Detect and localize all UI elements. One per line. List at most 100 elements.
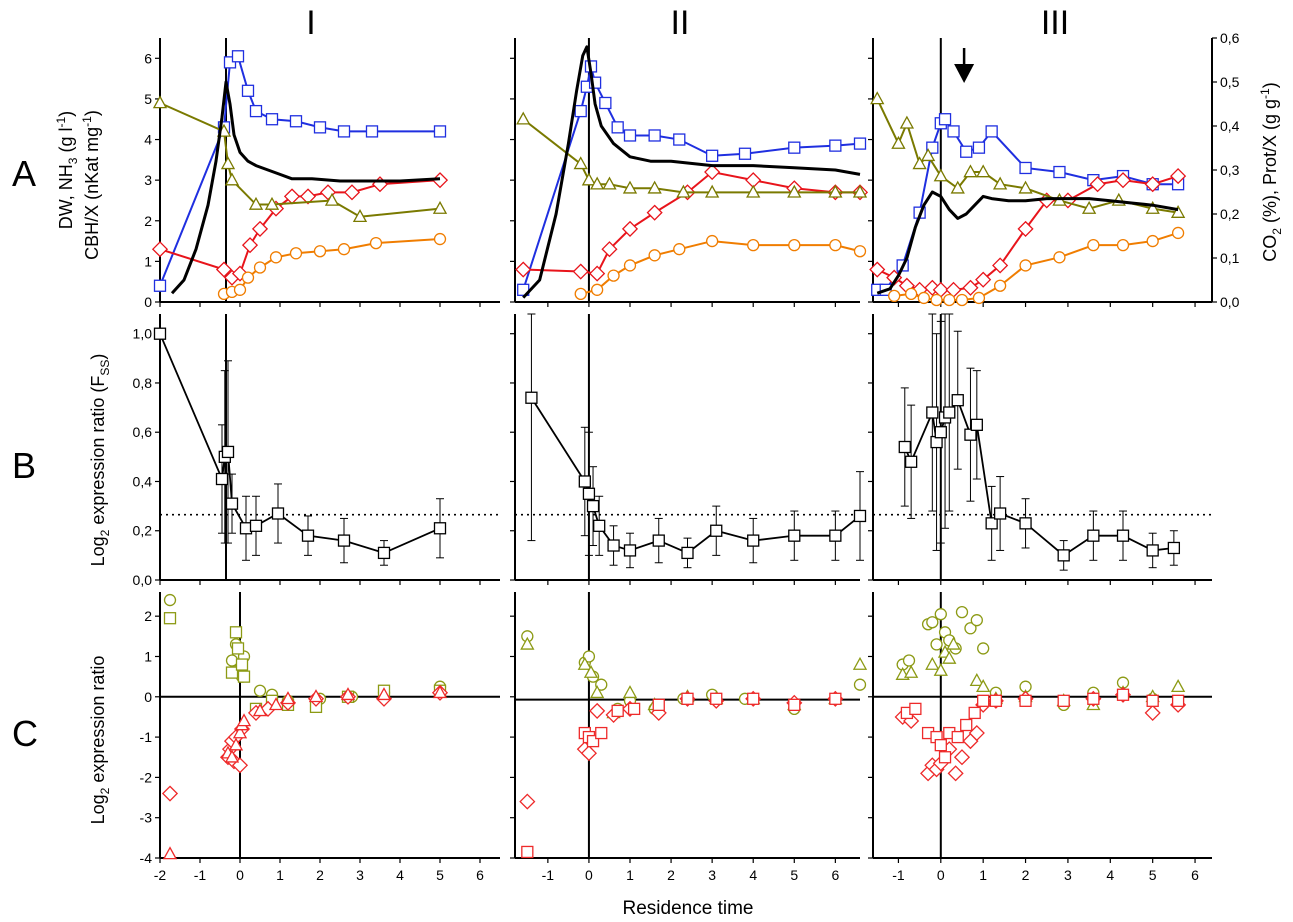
y-tick-label: -4: [140, 850, 153, 866]
y2-tick-label: 0,2: [1220, 206, 1240, 222]
y-axis-title-a-right: CO2 (%), Prot/X (g g-1): [1258, 82, 1284, 261]
data-point-triangle: [573, 156, 588, 170]
y-axis-title-a-dw: DW, NH3 (g l-1): [54, 111, 80, 229]
series-line: [530, 397, 861, 554]
data-point-square: [313, 121, 327, 134]
y-tick-label: 1: [144, 253, 152, 269]
x-tick-label: 2: [667, 867, 675, 883]
y-tick-label: -1: [140, 729, 153, 745]
x-tick-label: 5: [790, 867, 798, 883]
x-tick-label: 1: [276, 867, 284, 883]
data-point-triangle: [920, 148, 936, 162]
data-point-triangle: [232, 725, 248, 739]
series-line: [159, 333, 441, 554]
data-point-circle: [607, 269, 620, 282]
y-axis-title-c: Log2 expression ratio: [88, 656, 112, 825]
data-point-square: [586, 499, 600, 513]
data-point-diamond: [515, 261, 532, 278]
data-point-circle: [1019, 259, 1032, 272]
data-point-square: [972, 141, 986, 154]
x-tick-label: -1: [892, 867, 905, 883]
data-point-circle: [930, 638, 943, 651]
data-point-triangle: [340, 687, 356, 701]
data-point-diamond: [962, 279, 979, 296]
data-point-diamond: [621, 220, 639, 237]
data-point-diamond: [1114, 172, 1132, 189]
co2-line: [876, 190, 1179, 295]
data-point-triangle: [946, 636, 961, 650]
data-point-diamond: [589, 702, 606, 719]
data-point-square: [926, 406, 939, 419]
data-point-diamond: [1089, 176, 1106, 193]
data-point-square: [681, 692, 694, 705]
data-point-triangle: [236, 713, 252, 727]
x-tick-label: 2: [1022, 867, 1030, 883]
data-point-square: [964, 428, 977, 441]
data-point-circle: [964, 622, 977, 635]
data-point-triangle: [220, 156, 236, 170]
data-point-circle: [289, 247, 303, 260]
y2-tick-label: 0,6: [1220, 30, 1240, 46]
data-point-square: [681, 546, 694, 560]
data-point-triangle: [1170, 679, 1186, 693]
data-point-square: [788, 698, 801, 711]
data-point-square: [607, 539, 620, 552]
column-title-i: I: [306, 4, 315, 42]
data-point-square: [652, 534, 665, 547]
data-point-circle: [313, 245, 327, 258]
data-point-circle: [972, 291, 986, 305]
data-point-triangle: [746, 184, 761, 198]
data-point-circle: [574, 287, 587, 301]
y-tick-label: -3: [140, 810, 153, 826]
data-point-triangle: [352, 209, 368, 223]
data-point-triangle: [583, 664, 599, 678]
row-letter-b: B: [12, 445, 36, 486]
data-point-square: [525, 391, 538, 404]
data-point-square: [225, 497, 239, 510]
series-line-triangle: [876, 98, 1179, 214]
data-point-triangle: [324, 192, 340, 206]
data-point-square: [623, 129, 637, 142]
data-point-triangle: [925, 656, 940, 670]
x-tick-label: 4: [1106, 867, 1114, 883]
y2-tick-label: 0,0: [1220, 294, 1240, 310]
data-point-square: [237, 670, 251, 683]
data-point-triangle: [520, 636, 535, 650]
data-point-circle: [970, 614, 983, 627]
y-tick-label: -2: [140, 769, 153, 785]
data-point-diamond: [519, 793, 536, 810]
data-point-square: [747, 692, 760, 705]
data-point-circle: [917, 291, 930, 305]
data-point-square: [904, 455, 918, 468]
y-tick-label: 0,0: [133, 572, 153, 588]
data-point-square: [1019, 161, 1032, 175]
data-point-square: [433, 522, 447, 535]
x-tick-label: 4: [749, 867, 757, 883]
data-point-square: [898, 440, 911, 454]
data-point-triangle: [969, 672, 984, 686]
data-point-square: [627, 702, 641, 716]
y-tick-label: 1: [144, 648, 152, 664]
data-point-circle: [853, 678, 867, 691]
data-point-square: [747, 534, 760, 547]
data-point-circle: [904, 287, 918, 301]
x-tick-label: 5: [436, 867, 444, 883]
data-point-square: [249, 519, 263, 532]
data-point-triangle: [891, 135, 906, 149]
data-point-square: [788, 529, 801, 542]
data-point-triangle: [912, 156, 927, 170]
data-point-square: [938, 751, 952, 764]
data-point-square: [595, 726, 608, 740]
data-point-triangle: [622, 180, 638, 194]
data-point-square: [853, 509, 867, 523]
data-point-square: [337, 125, 351, 138]
y-tick-label: 6: [144, 50, 152, 66]
data-point-square: [249, 104, 263, 118]
x-tick-label: 3: [1064, 867, 1072, 883]
data-point-triangle: [676, 184, 691, 198]
data-point-square: [934, 739, 947, 752]
data-point-circle: [253, 261, 267, 274]
data-point-square: [951, 730, 964, 744]
data-point-diamond: [299, 188, 317, 205]
data-point-square: [648, 129, 661, 142]
